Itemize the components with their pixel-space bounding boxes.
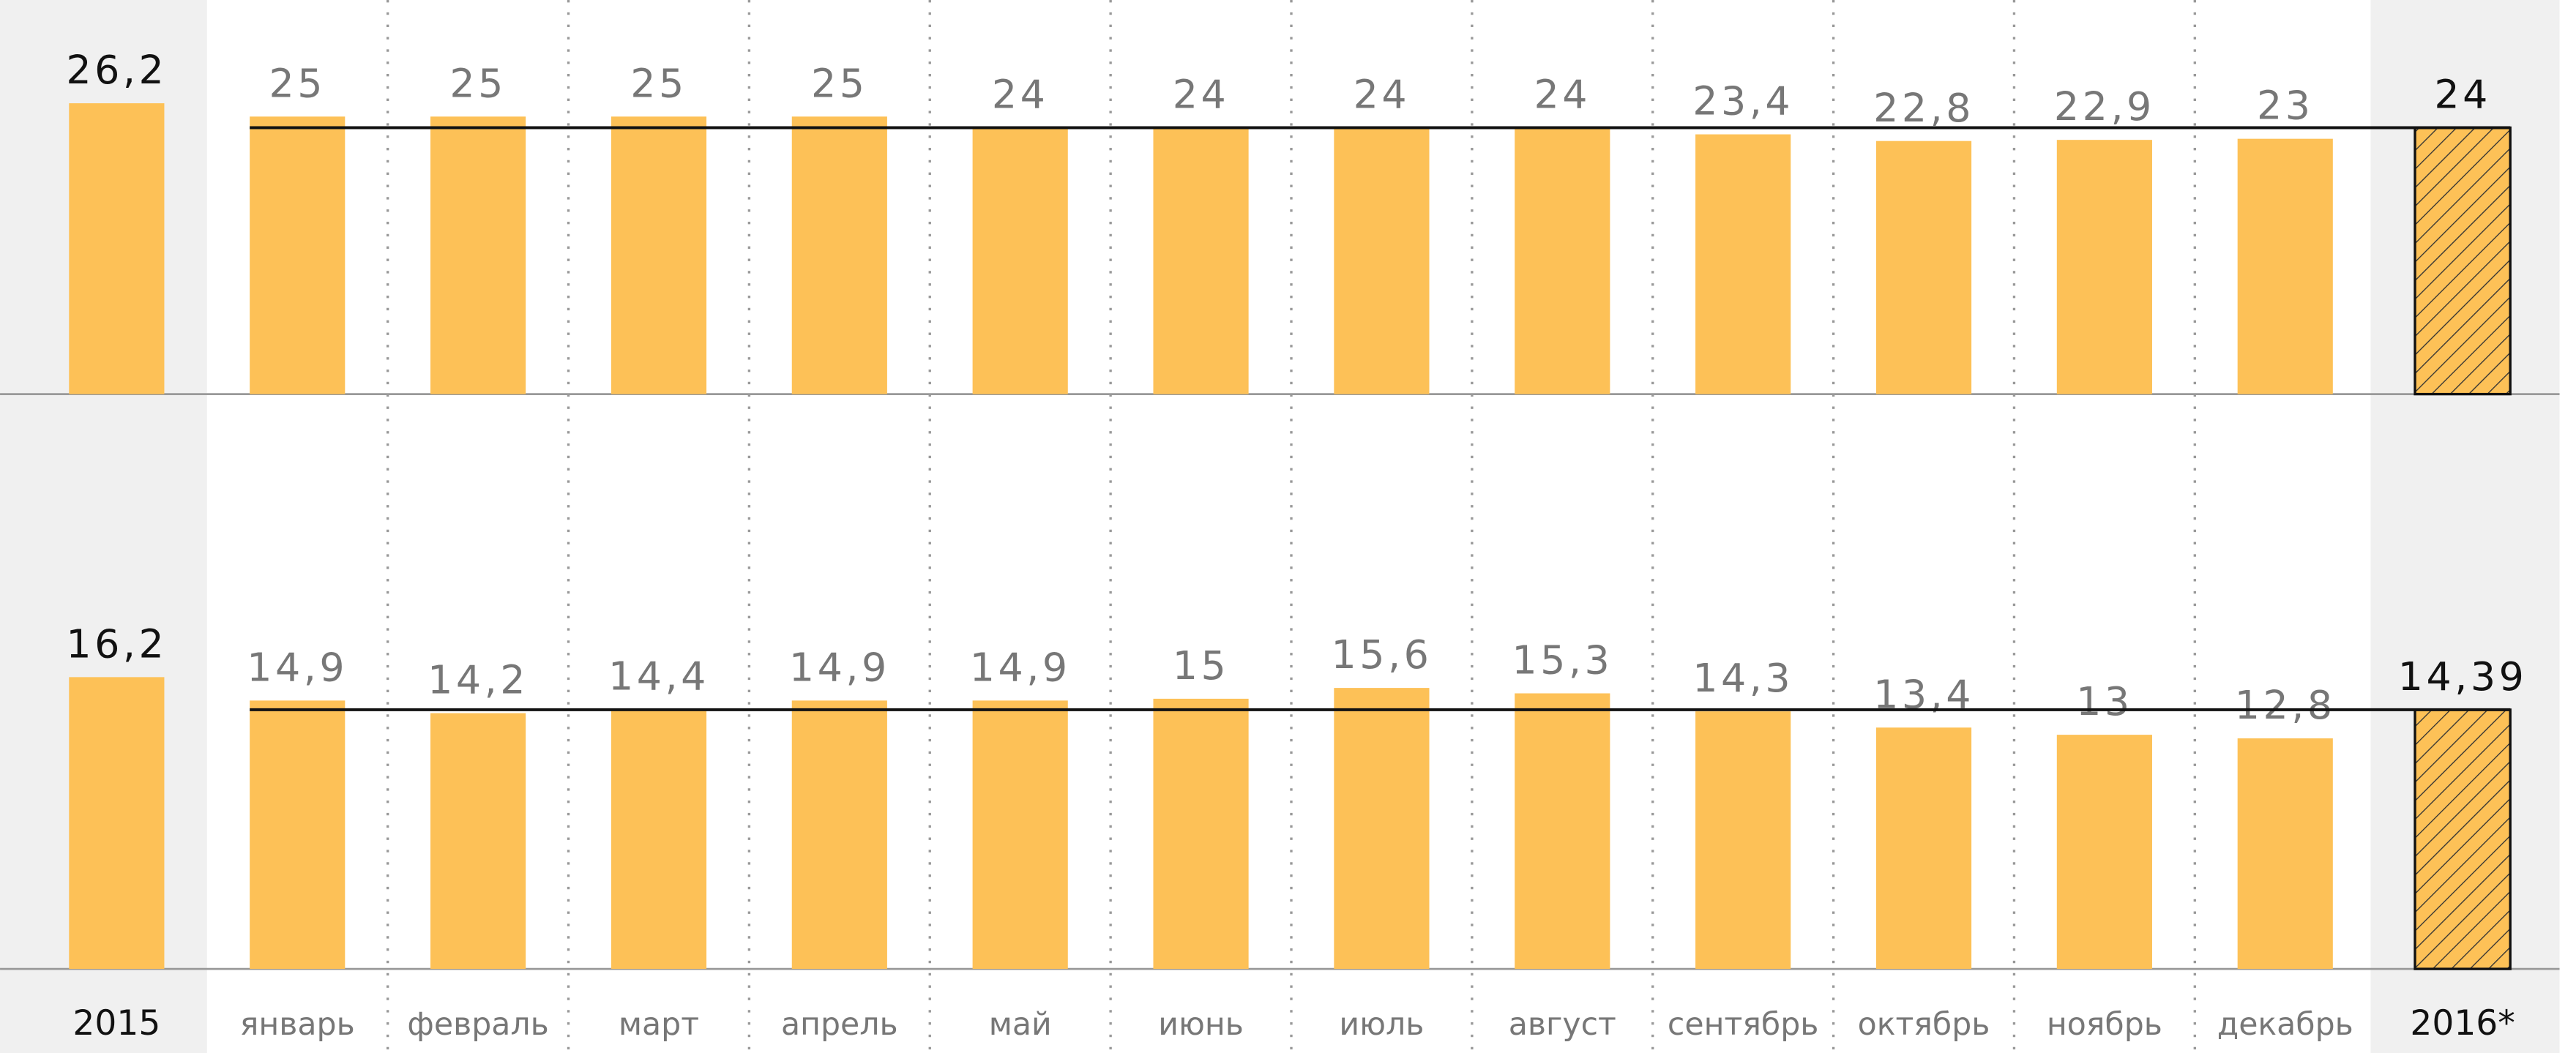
- bar: [1515, 693, 1610, 970]
- bar: [611, 709, 707, 970]
- x-tick-label: ноябрь: [2047, 1006, 2162, 1043]
- value-label: 25: [269, 60, 326, 106]
- value-label: 15: [1173, 642, 1230, 689]
- x-tick-label: июнь: [1158, 1006, 1244, 1043]
- bar: [1515, 127, 1610, 394]
- bar: [1875, 140, 1972, 394]
- bar: [1334, 127, 1430, 394]
- value-label: 24: [1173, 72, 1230, 118]
- value-label: 23,4: [1692, 78, 1793, 124]
- value-label: 14,9: [789, 644, 890, 690]
- value-label: 22,9: [2054, 83, 2155, 130]
- bar: [972, 127, 1068, 394]
- x-tick-label: август: [1509, 1006, 1616, 1043]
- bar: [250, 700, 346, 970]
- bar: [611, 116, 707, 394]
- value-label: 12,8: [2235, 682, 2336, 728]
- x-tick-label: апрель: [781, 1006, 898, 1043]
- value-label: 25: [449, 60, 507, 106]
- bar: [430, 116, 526, 394]
- value-label: 14,2: [428, 657, 529, 703]
- bar: [1695, 711, 1791, 970]
- value-label: 14,3: [1692, 655, 1793, 701]
- x-tick-label: октябрь: [1858, 1006, 1990, 1043]
- x-tick-label: сентябрь: [1668, 1006, 1818, 1043]
- value-label: 13: [2076, 678, 2133, 724]
- value-label: 23: [2257, 83, 2314, 129]
- bar: [2237, 138, 2333, 394]
- value-label: 24: [2434, 72, 2491, 118]
- x-tick-label: 2015: [72, 1003, 160, 1043]
- bar: [2056, 140, 2152, 394]
- bar: [250, 116, 346, 394]
- x-tick-label: декабрь: [2217, 1006, 2353, 1043]
- bar: [972, 700, 1068, 970]
- value-label: 14,9: [970, 644, 1071, 690]
- value-label: 16,2: [66, 621, 167, 667]
- x-tick-label: февраль: [407, 1006, 548, 1043]
- bar: [1153, 127, 1249, 394]
- value-label: 14,4: [608, 653, 709, 700]
- bar: [430, 713, 526, 970]
- bar: [791, 116, 887, 394]
- bar: [69, 677, 165, 970]
- value-label: 15,6: [1331, 632, 1432, 678]
- value-label: 26,2: [66, 47, 167, 93]
- x-tick-label: 2016*: [2410, 1003, 2515, 1043]
- bar: [2237, 738, 2333, 970]
- bar: [69, 103, 165, 394]
- bar: [1875, 727, 1972, 970]
- value-label: 15,3: [1512, 637, 1613, 683]
- bar: [2413, 708, 2512, 970]
- value-label: 14,9: [247, 644, 348, 690]
- x-tick-label: январь: [240, 1006, 355, 1043]
- value-label: 25: [811, 60, 868, 106]
- bar: [791, 700, 887, 970]
- value-label: 25: [630, 60, 687, 106]
- bar: [1153, 698, 1249, 970]
- bar: [1695, 134, 1791, 394]
- bar: [2413, 126, 2512, 396]
- value-label: 14,39: [2398, 653, 2528, 700]
- x-tick-label: март: [619, 1006, 699, 1043]
- bar: [1334, 688, 1430, 970]
- value-label: 24: [1534, 72, 1591, 118]
- value-label: 24: [1354, 72, 1411, 118]
- x-tick-label: июль: [1339, 1006, 1424, 1043]
- x-tick-label: май: [989, 1006, 1052, 1043]
- value-label: 24: [992, 72, 1049, 118]
- value-label: 22,8: [1873, 85, 1974, 131]
- bar: [2056, 735, 2152, 970]
